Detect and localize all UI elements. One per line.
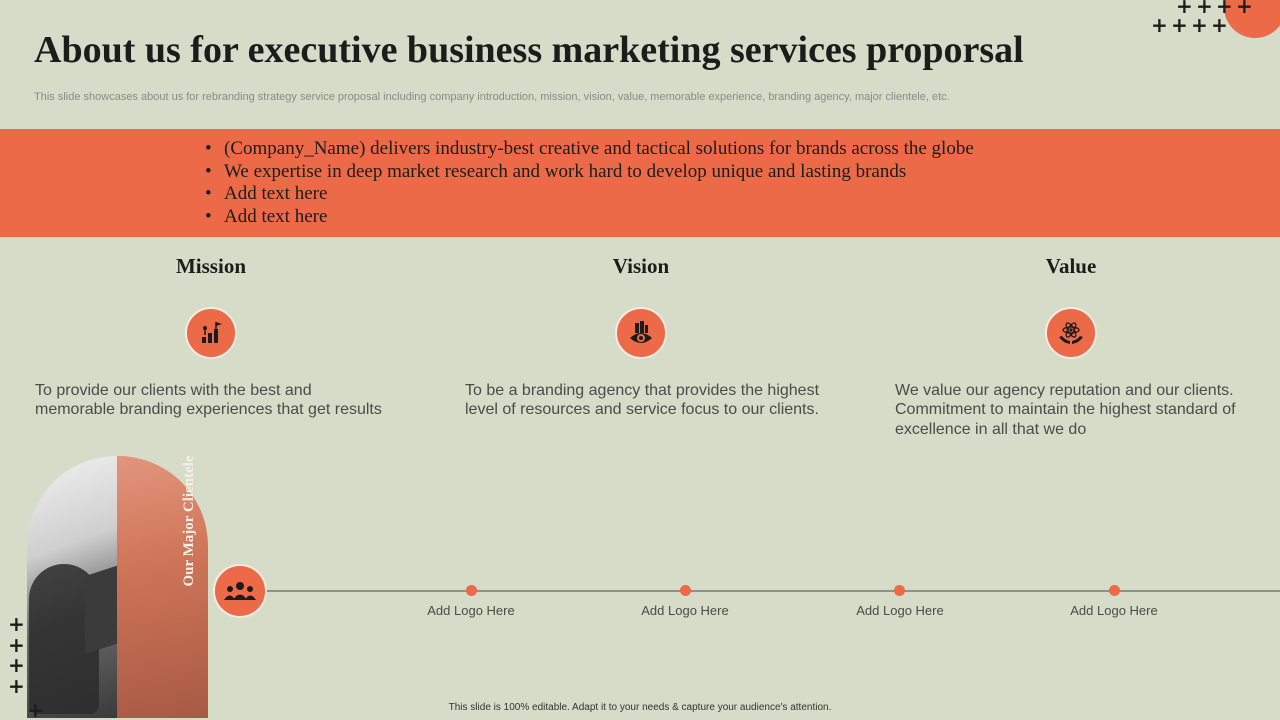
timeline-dot [466, 585, 477, 596]
logo-placeholder: Add Logo Here [856, 603, 944, 618]
slide-title: About us for executive business marketin… [34, 29, 1024, 71]
people-group-icon [213, 564, 267, 618]
timeline-dot [1109, 585, 1120, 596]
logo-placeholder: Add Logo Here [427, 603, 515, 618]
timeline-dot [894, 585, 905, 596]
eye-city-icon [615, 307, 667, 359]
intro-band: (Company_Name) delivers industry-best cr… [0, 129, 1280, 237]
intro-bullet-list: (Company_Name) delivers industry-best cr… [205, 138, 974, 229]
intro-bullet: Add text here [205, 206, 974, 229]
intro-bullet: (Company_Name) delivers industry-best cr… [205, 138, 974, 161]
vision-heading: Vision [612, 254, 670, 278]
mission-text: To provide our clients with the best and… [35, 382, 382, 419]
clientele-label: Our Major Clientele [181, 455, 197, 587]
logo-placeholder: Add Logo Here [1070, 603, 1158, 618]
logo-placeholder: Add Logo Here [641, 603, 729, 618]
vision-text: To be a branding agency that provides th… [465, 382, 820, 419]
value-heading: Value [1045, 254, 1097, 278]
value-text: We value our agency reputation and our c… [895, 382, 1236, 438]
photo-accent-overlay [117, 456, 208, 718]
clientele-photo [27, 456, 208, 718]
atom-hands-icon [1045, 307, 1097, 359]
slide-subtitle: This slide showcases about us for rebran… [34, 91, 950, 103]
intro-bullet: We expertise in deep market research and… [205, 161, 974, 184]
intro-bullet: Add text here [205, 183, 974, 206]
timeline-dot [680, 585, 691, 596]
growth-flag-icon [185, 307, 237, 359]
footer-note: This slide is 100% editable. Adapt it to… [448, 702, 832, 713]
mission-heading: Mission [175, 254, 246, 278]
clientele-timeline [266, 590, 1280, 592]
